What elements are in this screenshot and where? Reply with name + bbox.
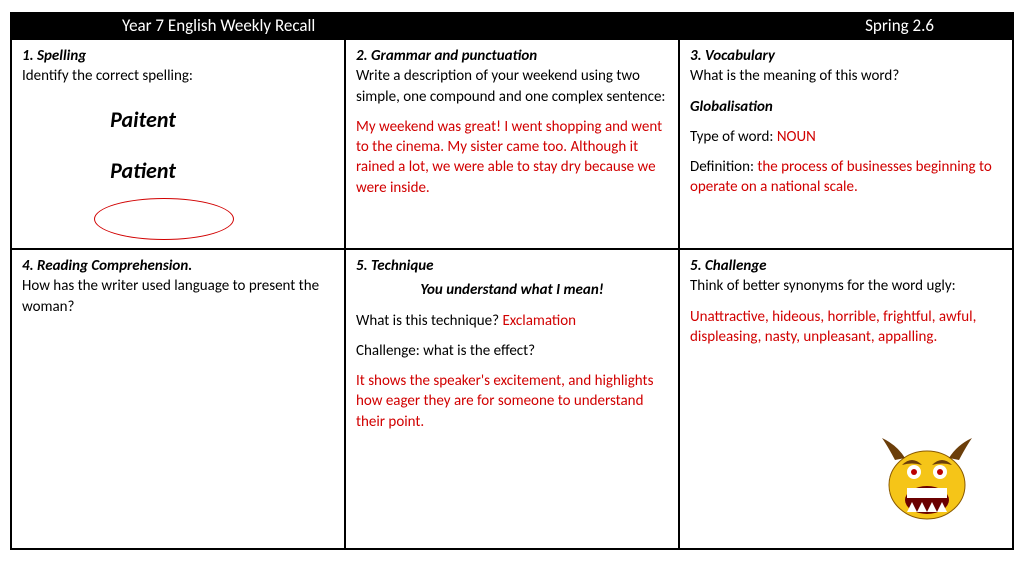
cell-prompt: What is the meaning of this word? — [690, 66, 1002, 86]
cell-reading: 4. Reading Comprehension. How has the wr… — [11, 249, 345, 549]
vocab-type: Type of word: NOUN — [690, 127, 1002, 147]
header-bar: Year 7 English Weekly Recall Spring 2.6 — [10, 12, 1014, 39]
technique-quote: You understand what I mean! — [356, 280, 668, 300]
cell-challenge: 5. Challenge Think of better synonyms fo… — [679, 249, 1013, 549]
cell-title: 2. Grammar and punctuation — [356, 47, 537, 65]
vocab-word: Globalisation — [690, 97, 1002, 117]
technique-q2: Challenge: what is the effect? — [356, 341, 668, 361]
cell-answer: Unattractive, hideous, horrible, frightf… — [690, 307, 1002, 348]
monster-icon — [872, 430, 982, 530]
cell-vocabulary: 3. Vocabulary What is the meaning of thi… — [679, 39, 1013, 249]
cell-prompt: Identify the correct spelling: — [22, 66, 334, 86]
technique-answer: It shows the speaker's excitement, and h… — [356, 371, 668, 432]
q1-value: Exclamation — [502, 312, 576, 330]
spelling-option-right: Patient — [0, 156, 334, 186]
cell-title: 5. Challenge — [690, 257, 767, 275]
cell-technique: 5. Technique You understand what I mean!… — [345, 249, 679, 549]
type-value: NOUN — [777, 128, 816, 146]
q1-label: What is this technique? — [356, 312, 502, 330]
cell-answer: My weekend was great! I went shopping an… — [356, 117, 668, 198]
spelling-option-wrong: Paitent — [0, 105, 334, 135]
header-title: Year 7 English Weekly Recall — [10, 15, 315, 36]
cell-spelling: 1. Spelling Identify the correct spellin… — [11, 39, 345, 249]
circle-annotation — [94, 198, 234, 240]
worksheet-grid: 1. Spelling Identify the correct spellin… — [10, 39, 1014, 550]
cell-prompt: Write a description of your weekend usin… — [356, 66, 668, 107]
cell-prompt: Think of better synonyms for the word ug… — [690, 276, 1002, 296]
cell-grammar: 2. Grammar and punctuation Write a descr… — [345, 39, 679, 249]
vocab-definition: Definition: the process of businesses be… — [690, 157, 1002, 198]
cell-title: 4. Reading Comprehension. — [22, 257, 192, 275]
cell-title: 1. Spelling — [22, 47, 86, 65]
header-term: Spring 2.6 — [865, 15, 1014, 36]
type-label: Type of word: — [690, 128, 777, 146]
technique-q1: What is this technique? Exclamation — [356, 311, 668, 331]
def-label: Definition: — [690, 158, 757, 176]
cell-title: 5. Technique — [356, 257, 434, 275]
cell-title: 3. Vocabulary — [690, 47, 775, 65]
cell-prompt: How has the writer used language to pres… — [22, 276, 334, 317]
